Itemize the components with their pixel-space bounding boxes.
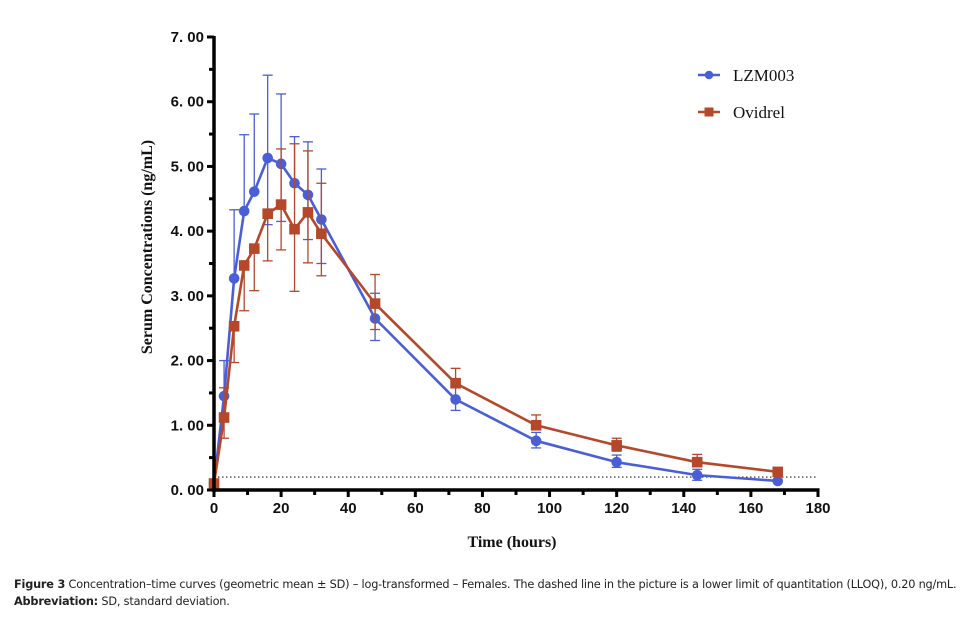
x-tick-label: 80 <box>474 500 491 517</box>
y-tick-label: 0. 00 <box>171 482 204 499</box>
data-point <box>530 419 542 431</box>
data-point <box>530 435 542 447</box>
y-tick-label: 1. 00 <box>171 417 204 434</box>
axes-layer <box>207 35 820 497</box>
data-point <box>772 466 784 478</box>
caption-line-2: Abbreviation: SD, standard deviation. <box>14 593 964 610</box>
x-tick-label: 0 <box>210 500 218 517</box>
y-axis-title: Serum Concentrations (ng/mL) <box>139 140 156 354</box>
data-point <box>369 298 381 309</box>
x-tick-label: 180 <box>805 500 830 517</box>
figure-label: Figure 3 <box>14 578 66 591</box>
data-point <box>691 469 703 481</box>
y-tick-label: 7. 00 <box>171 29 204 46</box>
caption-line-1: Figure 3 Concentration–time curves (geom… <box>14 576 964 593</box>
data-point <box>302 207 314 218</box>
x-axis-title: Time (hours) <box>467 534 556 551</box>
data-point <box>450 394 461 405</box>
y-tick-label: 2. 00 <box>171 353 204 370</box>
y-tick-label: 5. 00 <box>171 158 204 175</box>
data-point <box>248 186 260 197</box>
legend: LZM003 Ovidrel <box>698 66 794 122</box>
data-point <box>262 152 273 164</box>
data-point <box>450 377 461 389</box>
y-tick-label: 4. 00 <box>171 223 204 240</box>
data-point <box>275 199 287 210</box>
concentration-time-chart: 0. 00 1. 00 2. 00 3. 00 4. 00 5. 00 6. 00 7. 00… <box>139 29 831 551</box>
x-tick-label: 100 <box>537 500 562 517</box>
abbreviation-label: Abbreviation: <box>14 595 99 608</box>
series-line-ovidrel <box>212 203 778 484</box>
figure-text: Concentration–time curves (geometric mea… <box>65 578 957 591</box>
data-point <box>228 320 240 332</box>
legend-label: Ovidrel <box>733 103 785 122</box>
x-tick-label: 160 <box>738 500 763 517</box>
legend-item-lzm003: LZM003 <box>698 66 794 85</box>
x-tick-label: 40 <box>340 500 357 517</box>
x-tick-label: 60 <box>407 500 424 517</box>
x-tick-label: 120 <box>604 500 629 517</box>
series-layer <box>208 74 784 489</box>
data-point <box>691 456 703 468</box>
legend-marker-square <box>704 107 714 117</box>
data-point <box>611 440 622 451</box>
data-point <box>611 456 622 468</box>
figure-caption: Figure 3 Concentration–time curves (geom… <box>14 576 964 610</box>
data-point <box>316 228 327 240</box>
legend-item-ovidrel: Ovidrel <box>698 103 785 122</box>
series-line-lzm003 <box>212 156 778 484</box>
data-point <box>218 412 230 423</box>
tick-labels-layer: 0. 00 1. 00 2. 00 3. 00 4. 00 5. 00 6. 00 7. 00… <box>171 29 831 517</box>
data-point <box>248 243 260 254</box>
y-tick-label: 3. 00 <box>171 288 204 305</box>
x-tick-label: 140 <box>671 500 696 517</box>
y-tick-label: 6. 00 <box>171 94 204 111</box>
legend-label: LZM003 <box>733 66 794 85</box>
series-ovidrel <box>208 143 784 489</box>
error-bars-ovidrel <box>219 143 703 463</box>
legend-marker-circle <box>704 70 714 80</box>
x-tick-label: 20 <box>273 500 290 517</box>
abbreviation-text: SD, standard deviation. <box>98 595 230 608</box>
data-point <box>238 260 250 271</box>
data-point <box>238 205 250 217</box>
data-point <box>262 208 273 219</box>
data-point <box>772 475 784 487</box>
data-point <box>228 273 240 284</box>
error-bars-lzm003 <box>219 74 703 481</box>
data-point <box>289 223 300 235</box>
